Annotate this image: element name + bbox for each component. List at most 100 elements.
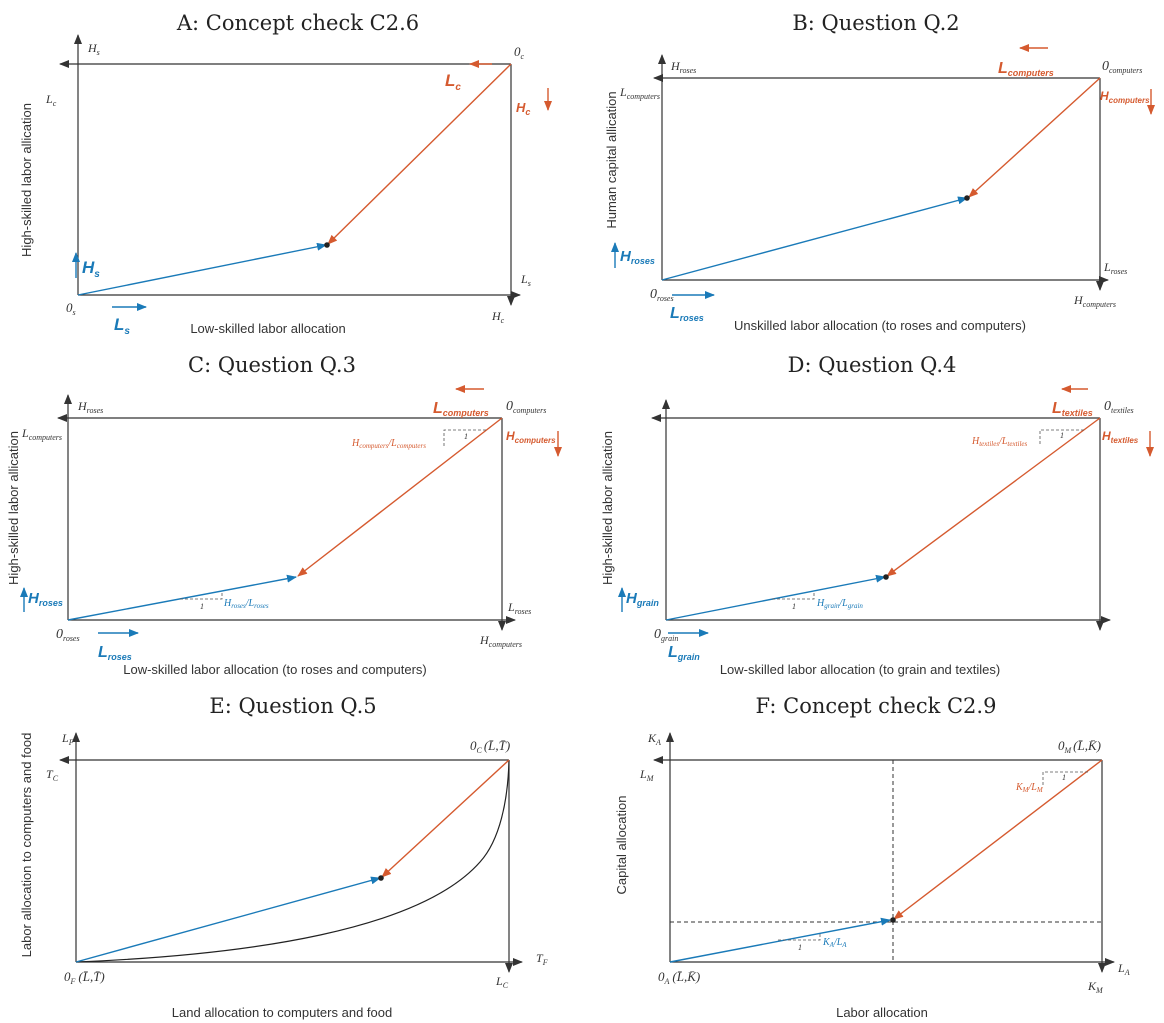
panel-e-left-label: TC — [46, 767, 59, 783]
panel-a: A: Concept check C2.6 Hs Lc Ls Hc 0s 0c … — [19, 11, 552, 337]
panel-f-equilibrium-point — [890, 917, 896, 923]
panel-a-title: A: Concept check C2.6 — [176, 11, 419, 35]
panel-c-blue-ray — [67, 574, 297, 621]
panel-f-blue-slope-label: KA/LA — [822, 937, 847, 949]
panel-d-l-blue-arrow-label: Lgrain — [668, 644, 700, 662]
panel-e-origin-bl: 0F (L̄,T̄) — [64, 969, 105, 986]
panel-d: D: Question Q.4 1 Hgrain/Lgrain 1 Htexti… — [600, 353, 1154, 677]
panel-a-blue-ray — [77, 242, 327, 296]
panel-e-equilibrium-point — [378, 875, 384, 881]
panel-e-title: E: Question Q.5 — [209, 694, 376, 718]
panel-f-right-label: LA — [1117, 961, 1130, 977]
panel-a-left-label: Lc — [45, 92, 57, 108]
panel-a-origin-tr: 0c — [514, 44, 525, 61]
panel-d-title: D: Question Q.4 — [788, 353, 957, 377]
panel-c-title: C: Question Q.3 — [188, 353, 356, 377]
panel-b-blue-ray — [661, 196, 968, 281]
panel-c-x-axis-title: Low-skilled labor allocation (to roses a… — [123, 662, 426, 677]
panel-d-orange-ray — [886, 417, 1101, 577]
panel-a-ls-arrow-label: Ls — [114, 315, 130, 337]
panel-d-equilibrium-point — [883, 574, 889, 580]
panel-d-orange-slope-label: Htextiles/Ltextiles — [971, 436, 1028, 448]
panel-b-y-axis-title: Human capital allication — [604, 91, 619, 228]
panel-c-origin-bl: 0roses — [56, 627, 80, 643]
panel-e-y-axis-title: Labor allocation to computers and food — [19, 733, 34, 958]
panel-c-h-orange-arrow-label: Hcomputers — [506, 429, 556, 445]
panel-d-h-blue-arrow-label: Hgrain — [626, 590, 659, 608]
panel-a-lc-arrow-label: Lc — [445, 71, 461, 93]
panel-c-orange-slope-triangle — [443, 429, 488, 446]
panel-b-orange-ray — [968, 77, 1101, 198]
panel-f-origin-bl: 0A (L̄,K̄) — [658, 969, 700, 986]
panel-f-title: F: Concept check C2.9 — [756, 694, 997, 718]
panel-c-orange-slope-label: Hcomputers/Lcomputers — [351, 438, 426, 450]
panel-a-equilibrium-point — [324, 242, 330, 248]
panel-f-x-axis-title: Labor allocation — [836, 1005, 928, 1020]
panel-b-h-orange-arrow-label: Hcomputers — [1100, 89, 1150, 105]
panel-b-title: B: Question Q.2 — [792, 11, 959, 35]
panel-a-y-axis-title: High-skilled labor allication — [19, 103, 34, 257]
panel-b-h-blue-arrow-label: Hroses — [620, 248, 655, 266]
panel-c-orange-slope-one: 1 — [464, 432, 468, 441]
panel-c-blue-slope-label: Hroses/Lroses — [223, 598, 269, 610]
panel-e-origin-tr: 0C (L̄,T̄) — [470, 738, 510, 755]
panel-e-x-axis-title: Land allocation to computers and food — [172, 1005, 392, 1020]
panel-a-hc-arrow-label: Hc — [516, 100, 530, 117]
panel-a-hs-arrow-label: Hs — [82, 258, 100, 280]
panel-d-blue-slope-label: Hgrain/Lgrain — [816, 598, 863, 610]
panel-f-left-label: LM — [639, 767, 655, 783]
panel-c-y-axis-title: High-skilled labor allication — [6, 431, 21, 585]
panel-f: F: Concept check C2.9 1 KA/LA 1 KM/LM KA… — [614, 694, 1130, 1020]
panel-c-orange-ray — [297, 417, 503, 577]
panel-b: B: Question Q.2 Hroses Lcomputers Lroses… — [604, 11, 1155, 333]
panel-d-origin-tr: 0textiles — [1104, 399, 1134, 415]
panel-d-origin-bl: 0grain — [654, 627, 678, 643]
panel-f-blue-slope-one: 1 — [798, 943, 802, 952]
panel-c-top-label: Hroses — [77, 399, 103, 415]
panel-e-bottom-label: LC — [495, 974, 509, 990]
panel-a-origin-bl: 0s — [66, 300, 76, 317]
panel-c-l-blue-arrow-label: Lroses — [98, 644, 132, 662]
panel-f-orange-slope-one: 1 — [1062, 773, 1066, 782]
panel-f-y-axis-title: Capital allocation — [614, 795, 629, 894]
panel-f-orange-ray — [893, 759, 1103, 920]
panel-b-origin-tr: 0computers — [1102, 59, 1142, 75]
panel-e-top-label: LF — [61, 731, 74, 747]
panel-f-top-label: KA — [647, 731, 661, 747]
panel-e: E: Question Q.5 LF TC TF LC 0F (L̄,T̄) 0C… — [19, 694, 548, 1020]
panel-d-x-axis-title: Low-skilled labor allocation (to grain a… — [720, 662, 1000, 677]
panel-a-top-left-label: Hs — [87, 41, 100, 57]
panel-e-contract-curve — [75, 759, 510, 963]
panel-b-l-orange-arrow-label: Lcomputers — [998, 60, 1054, 78]
panel-d-h-orange-arrow-label: Htextiles — [1102, 429, 1139, 445]
panel-c: C: Question Q.3 1 Hroses/Lroses 1 Hcompu… — [6, 353, 562, 677]
panel-b-origin-bl: 0roses — [650, 287, 674, 303]
panel-d-orange-slope-one: 1 — [1060, 431, 1064, 440]
panel-e-blue-ray — [75, 876, 381, 963]
panel-d-y-axis-title: High-skilled labor allication — [600, 431, 615, 585]
panel-c-origin-tr: 0computers — [506, 399, 546, 415]
panel-c-blue-slope-triangle — [180, 591, 223, 600]
panel-b-equilibrium-point — [964, 195, 970, 201]
panel-c-h-blue-arrow-label: Hroses — [28, 590, 63, 608]
panel-c-left-label: Lcomputers — [21, 426, 62, 442]
panel-b-bottom-label: Hcomputers — [1073, 293, 1116, 309]
panel-a-x-axis-title: Low-skilled labor allocation — [190, 321, 345, 336]
panel-c-right-label: Lroses — [507, 600, 531, 616]
panel-d-blue-slope-one: 1 — [792, 602, 796, 611]
panel-b-right-label: Lroses — [1103, 260, 1127, 276]
panel-f-blue-ray — [669, 917, 891, 963]
panel-d-blue-slope-triangle — [772, 591, 815, 600]
panel-e-orange-ray — [381, 759, 510, 878]
panel-f-origin-tr: 0M (L̄,K̄) — [1058, 738, 1101, 755]
panel-d-l-orange-arrow-label: Ltextiles — [1052, 400, 1093, 418]
panel-d-blue-ray — [665, 574, 886, 621]
panel-f-orange-slope-triangle — [1042, 771, 1088, 785]
panel-c-l-orange-arrow-label: Lcomputers — [433, 400, 489, 418]
panel-a-right-label: Ls — [520, 272, 531, 288]
panel-a-orange-ray — [327, 63, 512, 245]
panel-b-l-blue-arrow-label: Lroses — [670, 305, 704, 323]
panel-f-blue-slope-triangle — [778, 932, 821, 941]
panel-f-orange-slope-label: KM/LM — [1015, 782, 1044, 794]
